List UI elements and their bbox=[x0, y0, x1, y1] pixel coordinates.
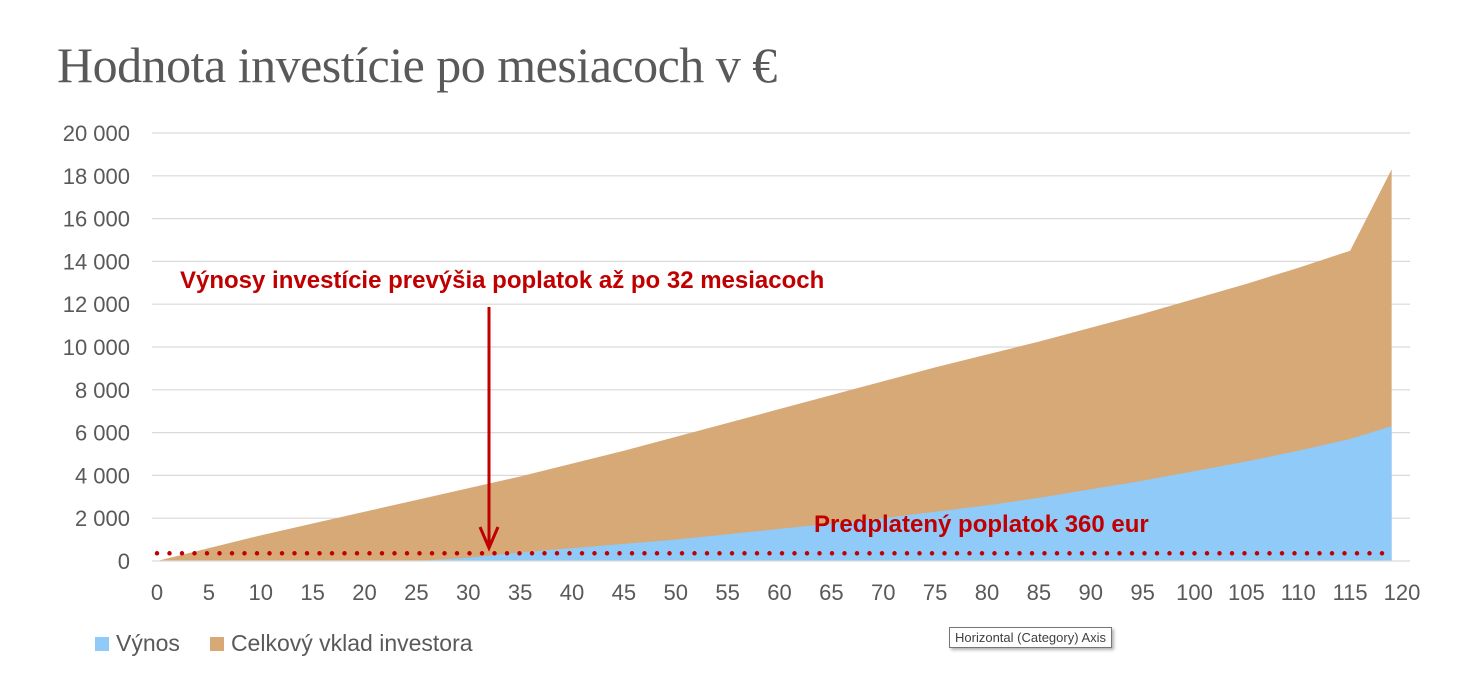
plot-areas bbox=[157, 169, 1392, 561]
x-tick-label[interactable]: 65 bbox=[819, 580, 843, 605]
legend-label: Celkový vklad investora bbox=[230, 630, 473, 656]
x-tick-label[interactable]: 55 bbox=[715, 580, 739, 605]
x-tick-label[interactable]: 85 bbox=[1027, 580, 1051, 605]
y-tick-label: 10 000 bbox=[63, 335, 130, 360]
x-tick-label[interactable]: 70 bbox=[871, 580, 895, 605]
chart-title: Hodnota investície po mesiacoch v € bbox=[57, 37, 777, 93]
y-tick-label: 8 000 bbox=[75, 378, 130, 403]
arrow-head bbox=[478, 526, 500, 552]
y-tick-label: 4 000 bbox=[75, 463, 130, 488]
x-tick-label[interactable]: 60 bbox=[767, 580, 791, 605]
x-tick-label[interactable]: 90 bbox=[1079, 580, 1103, 605]
y-tick-label: 12 000 bbox=[63, 292, 130, 317]
x-tick-label[interactable]: 5 bbox=[203, 580, 215, 605]
legend-item-vynos[interactable]: Výnos bbox=[95, 630, 180, 657]
fee-annotation: Predplatený poplatok 360 eur bbox=[814, 511, 1149, 538]
x-tick-label[interactable]: 30 bbox=[456, 580, 480, 605]
x-tick-label[interactable]: 35 bbox=[508, 580, 532, 605]
y-tick-label: 6 000 bbox=[75, 421, 130, 446]
x-tick-label[interactable]: 95 bbox=[1130, 580, 1154, 605]
x-tick-label[interactable]: 20 bbox=[352, 580, 376, 605]
legend-swatch bbox=[209, 636, 224, 651]
x-tick-label[interactable]: 0 bbox=[151, 580, 163, 605]
legend-swatch bbox=[95, 636, 109, 651]
x-tick-label[interactable]: 40 bbox=[560, 580, 584, 605]
x-tick-label[interactable]: 100 bbox=[1176, 580, 1213, 605]
x-tick-label[interactable]: 120 bbox=[1384, 580, 1421, 605]
legend-label: Výnos bbox=[116, 630, 180, 656]
x-tick-label[interactable]: 10 bbox=[249, 580, 273, 605]
legend-item-vklad[interactable]: Celkový vklad investora bbox=[209, 630, 473, 657]
area-celkovy-vklad[interactable] bbox=[157, 169, 1392, 561]
x-tick-label[interactable]: 110 bbox=[1281, 580, 1316, 605]
y-tick-label: 0 bbox=[118, 549, 130, 574]
x-tick-label[interactable]: 75 bbox=[923, 580, 947, 605]
y-tick-label: 2 000 bbox=[75, 506, 130, 531]
y-tick-label: 20 000 bbox=[63, 121, 130, 146]
axis-tooltip: Horizontal (Category) Axis bbox=[949, 627, 1112, 648]
y-tick-label: 16 000 bbox=[63, 207, 130, 232]
y-tick-label: 14 000 bbox=[63, 249, 130, 274]
x-tick-label[interactable]: 25 bbox=[404, 580, 428, 605]
x-tick-label[interactable]: 50 bbox=[664, 580, 688, 605]
y-axis: 0 2 000 4 000 6 000 8 000 10 000 12 000 14 000 1… bbox=[63, 121, 130, 574]
x-tick-label[interactable]: 105 bbox=[1228, 580, 1265, 605]
area-vynos[interactable] bbox=[157, 426, 1392, 561]
annotations: Predplatený poplatok 360 eur Výnosy inves… bbox=[154, 267, 1388, 556]
arrow-annotation: Výnosy investície prevýšia poplatok až p… bbox=[180, 267, 824, 294]
x-axis: 0 5 10 15 20 25 30 35 40 45 50 55 60 65 70 75 80 85 90 95 10… bbox=[151, 560, 1421, 605]
x-tick-label[interactable]: 115 bbox=[1333, 580, 1368, 605]
x-tick-label[interactable]: 15 bbox=[300, 580, 324, 605]
x-tick-label[interactable]: 80 bbox=[975, 580, 999, 605]
x-tick-label[interactable]: 45 bbox=[612, 580, 636, 605]
y-tick-label: 18 000 bbox=[63, 164, 130, 189]
legend: Výnos Celkový vklad investora bbox=[95, 630, 503, 657]
